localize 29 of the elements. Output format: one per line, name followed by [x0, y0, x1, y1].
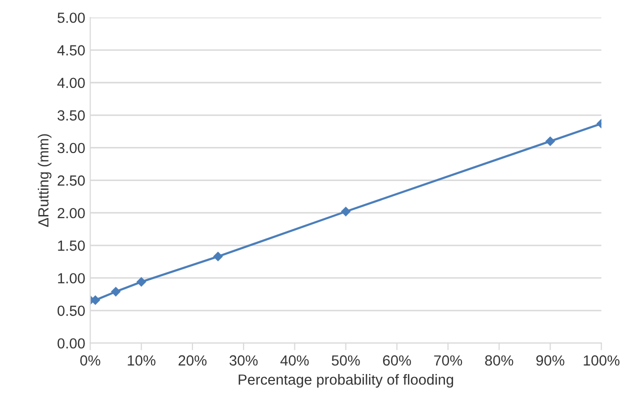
y-tick-label: 3.00: [58, 142, 85, 154]
y-tick-label: 4.00: [57, 78, 85, 88]
point: [136, 277, 146, 287]
x-tick-label: 20%: [178, 355, 207, 366]
y-tick-label: 0.50: [58, 306, 85, 316]
point: [213, 252, 223, 262]
x-tick-label: 90%: [536, 355, 564, 366]
point: [111, 287, 120, 296]
point: [546, 136, 555, 146]
x-tick-label: 60%: [383, 355, 411, 366]
y-tick-label: 0.00: [58, 338, 85, 349]
x-tick-label: 10%: [128, 355, 156, 366]
x-tick-label: 0%: [80, 355, 100, 366]
x-axis-title: Percentage probability of flooding: [238, 374, 454, 388]
x-tick-label: 100%: [584, 355, 620, 366]
y-tick-label: 2.50: [58, 175, 85, 186]
x-tick-label: 50%: [332, 355, 360, 366]
x-tick-label: 40%: [280, 355, 309, 366]
y-tick-label: 3.50: [58, 110, 85, 121]
y-tick-label: 5.00: [58, 12, 85, 23]
point: [341, 206, 350, 216]
y-axis-title: ΔRutting (mm): [38, 134, 52, 227]
x-tick-label: 70%: [434, 355, 462, 366]
y-tick-label: 2.00: [58, 208, 85, 218]
y-tick-label: 1.00: [58, 273, 85, 284]
y-tick-label: 4.50: [57, 45, 85, 56]
x-tick-label: 30%: [230, 355, 258, 366]
x-tick-label: 80%: [485, 355, 514, 366]
y-tick-label: 1.50: [58, 240, 85, 251]
